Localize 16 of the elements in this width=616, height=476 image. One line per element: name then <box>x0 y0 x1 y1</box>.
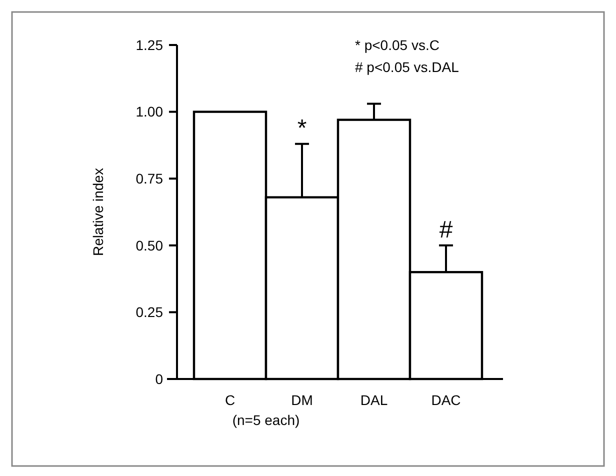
y-tick-label: 1.00 <box>136 104 164 120</box>
x-tick-label: DAC <box>431 392 461 408</box>
y-tick-label: 0 <box>155 370 164 387</box>
y-tick-label: 0.75 <box>136 170 164 186</box>
y-axis-title: Relative index <box>90 168 106 256</box>
x-tick-label: DM <box>291 392 313 408</box>
x-tick-label: C <box>224 392 236 408</box>
annotation: * <box>297 114 307 142</box>
x-tick-label: DAL <box>360 392 388 408</box>
annotation: * p<0.05 vs.C <box>355 37 440 53</box>
annotation: # p<0.05 vs.DAL <box>355 59 460 75</box>
y-tick-label: 0.50 <box>136 237 164 254</box>
y-tick-label: 0.25 <box>136 304 164 320</box>
y-tick-label: 1.25 <box>136 36 164 53</box>
annotation: # <box>439 216 454 244</box>
text: (n=5 each) <box>232 412 300 428</box>
